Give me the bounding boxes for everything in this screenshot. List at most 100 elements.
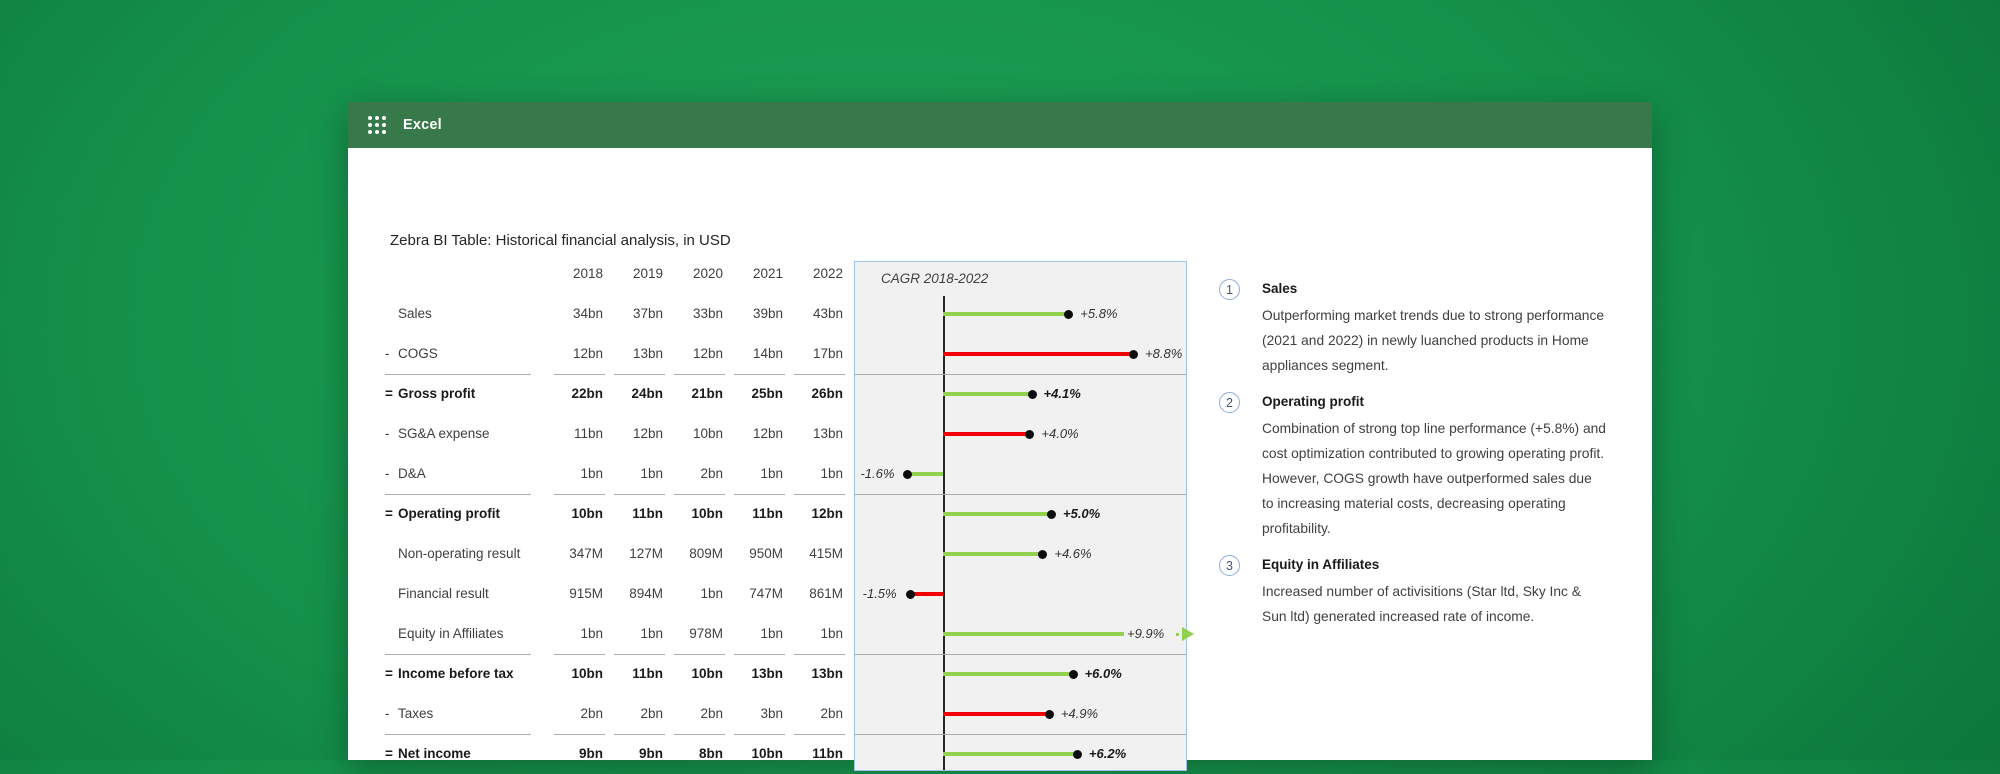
row-operator-prefix: - (385, 346, 390, 361)
overflow-arrow-icon (1182, 627, 1194, 641)
row-operator-prefix: = (385, 386, 393, 401)
row-label: Income before tax (398, 666, 514, 681)
row-label-cell: - COGS (385, 334, 545, 374)
value-cell: 9bn (605, 734, 665, 774)
worksheet-area: Zebra BI Table: Historical financial ana… (348, 148, 1652, 771)
annotation-number-badge: 1 (1219, 279, 1240, 300)
table-row: - Taxes 2bn 2bn 2bn 3bn 2bn (385, 694, 845, 734)
value-cell: 37bn (632, 306, 663, 321)
annotation-block: 2 Operating profit Combination of strong t… (1219, 391, 1606, 541)
row-label-cell: = Net income (385, 734, 545, 774)
value-cell: 1bn (820, 466, 843, 481)
cagr-endpoint-dot (1068, 670, 1078, 679)
chart-bar-row: +6.0% (855, 664, 1186, 684)
row-label-cell: = Gross profit (385, 374, 545, 414)
cagr-value-label: +4.9% (1060, 706, 1099, 721)
cagr-value-label: +5.0% (1063, 506, 1101, 521)
annotation-number-badge: 2 (1219, 392, 1240, 413)
row-label: Sales (398, 306, 432, 321)
value-cell: 9bn (545, 734, 605, 774)
value-cell: 1bn (640, 466, 663, 481)
value-cell: 12bn (692, 346, 723, 361)
row-operator-prefix: = (385, 746, 393, 761)
chart-bar-row: +5.8% (855, 304, 1186, 324)
value-cell: 894M (629, 586, 663, 601)
year-column-header: 2019 (632, 266, 663, 281)
table-header-row: 2018 2019 2020 2021 2022 (385, 254, 845, 294)
annotation-title: Operating profit (1262, 394, 1364, 409)
value-cell: 347M (569, 546, 603, 561)
app-launcher-icon[interactable] (368, 116, 386, 134)
value-cell: 950M (749, 546, 783, 561)
chart-title: CAGR 2018-2022 (881, 271, 989, 286)
cagr-endpoint-dot (1129, 350, 1139, 359)
cagr-bar (943, 392, 1032, 396)
row-label: Non-operating result (398, 546, 521, 561)
chart-bar-row: +9.9% (855, 624, 1194, 644)
chart-bar-row: -1.6% (855, 464, 1186, 484)
cagr-endpoint-dot (1044, 710, 1054, 719)
cagr-bar (943, 712, 1049, 716)
row-label: Net income (398, 746, 471, 761)
value-cell: 10bn (665, 654, 725, 694)
table-row: = Gross profit 22bn 24bn 21bn 25bn 26bn (385, 374, 845, 414)
cagr-value-label: +4.1% (1043, 386, 1081, 401)
app-title: Excel (403, 117, 442, 133)
cagr-bar (943, 632, 1124, 636)
annotation-body: Outperforming market trends due to stron… (1262, 308, 1605, 373)
value-cell: 2bn (640, 706, 663, 721)
value-cell: 43bn (812, 306, 843, 321)
chart-bar-row: +8.8% (855, 344, 1186, 364)
value-cell: 13bn (632, 346, 663, 361)
row-operator-prefix (385, 294, 398, 334)
row-label-cell: = Operating profit (385, 494, 545, 534)
cagr-bar (943, 312, 1069, 316)
row-label: COGS (398, 346, 438, 361)
excel-titlebar: Excel (348, 102, 1652, 148)
chart-separator-line (855, 374, 1186, 375)
report-title: Zebra BI Table: Historical financial ana… (390, 232, 731, 249)
value-cell: 12bn (785, 494, 845, 534)
value-cell: 39bn (752, 306, 783, 321)
cagr-value-label: -1.6% (860, 466, 895, 481)
annotation-text: Equity in Affiliates Increased number of … (1262, 554, 1606, 629)
year-column-header: 2018 (572, 266, 603, 281)
chart-bar-row: +5.0% (855, 504, 1186, 524)
value-cell: 24bn (605, 374, 665, 414)
cagr-value-label: +6.2% (1088, 746, 1127, 761)
value-cell: 1bn (580, 626, 603, 641)
cagr-endpoint-dot (1025, 430, 1035, 439)
chart-baseline-axis (943, 296, 945, 770)
cagr-endpoint-dot (1027, 390, 1037, 399)
table-row: = Net income 9bn 9bn 8bn 10bn 11bn (385, 734, 845, 774)
row-operator-prefix (385, 534, 398, 574)
value-cell: 915M (569, 586, 603, 601)
cagr-value-label: +5.8% (1080, 306, 1118, 321)
value-cell: 415M (809, 546, 843, 561)
row-label: Gross profit (398, 386, 476, 401)
row-label-cell: Financial result (385, 574, 545, 614)
cagr-bar (943, 432, 1030, 436)
value-cell: 11bn (725, 494, 785, 534)
table-row: - COGS 12bn 13bn 12bn 14bn 17bn (385, 334, 845, 374)
chart-separator-line (855, 654, 1186, 655)
chart-bar-row: +6.2% (855, 744, 1186, 764)
value-cell: 12bn (752, 426, 783, 441)
table-row: Equity in Affiliates 1bn 1bn 978M 1bn 1bn (385, 614, 845, 654)
annotation-number-badge: 3 (1219, 555, 1240, 576)
row-label-cell: Non-operating result (385, 534, 545, 574)
annotation-title: Sales (1262, 281, 1298, 296)
chart-bar-row: +4.6% (855, 544, 1186, 564)
value-cell: 13bn (812, 426, 843, 441)
cagr-endpoint-dot (903, 470, 913, 479)
row-label: Taxes (398, 706, 434, 721)
annotation-title: Equity in Affiliates (1262, 557, 1380, 572)
annotation-text: Operating profit Combination of strong to… (1262, 391, 1606, 541)
row-operator-prefix: = (385, 666, 393, 681)
row-label-cell: - SG&A expense (385, 414, 545, 454)
cagr-value-label: +9.9% (1127, 626, 1165, 641)
table-corner-cell (385, 254, 545, 294)
cagr-value-label: +4.0% (1041, 426, 1079, 441)
financial-table: 2018 2019 2020 2021 2022 Sales 34bn 37bn 33bn 39b… (385, 254, 845, 774)
value-cell: 747M (749, 586, 783, 601)
